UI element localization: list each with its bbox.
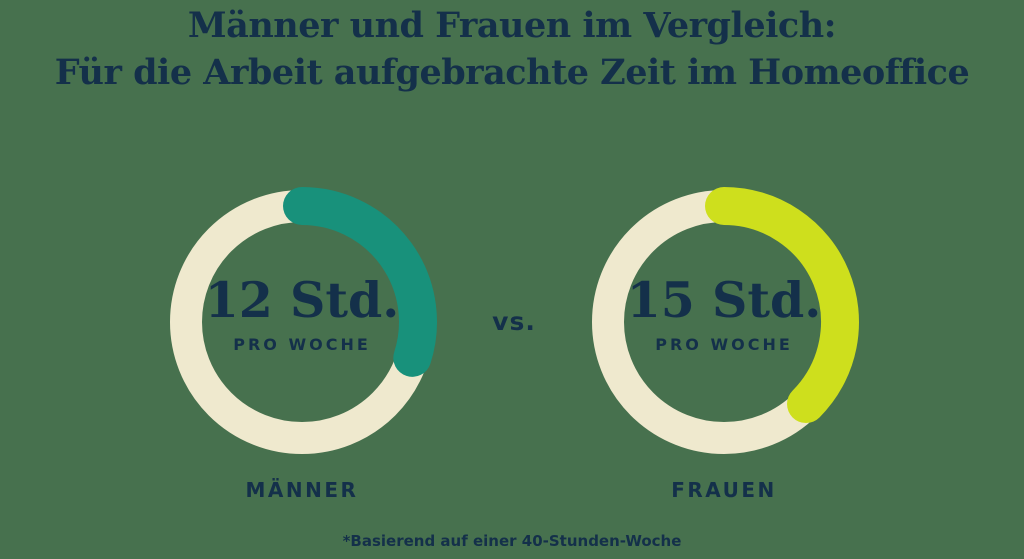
donut-maenner-gauge: 12 Std. PRO WOCHE bbox=[168, 187, 437, 456]
donut-frauen-svg bbox=[592, 187, 859, 454]
donut-maenner: 12 Std. PRO WOCHE MÄNNER bbox=[168, 187, 437, 502]
donut-maenner-svg bbox=[170, 187, 437, 454]
donut-frauen-gauge: 15 Std. PRO WOCHE bbox=[590, 187, 859, 456]
category-label-maenner: MÄNNER bbox=[245, 478, 359, 502]
category-label-frauen: FRAUEN bbox=[671, 478, 777, 502]
chart-title: Männer und Frauen im Vergleich: Für die … bbox=[0, 2, 1024, 96]
chart-title-line-1: Männer und Frauen im Vergleich: bbox=[187, 5, 837, 46]
donut-value-arc bbox=[705, 187, 859, 424]
donut-frauen: 15 Std. PRO WOCHE FRAUEN bbox=[590, 187, 859, 502]
vs-separator: vs. bbox=[492, 307, 536, 336]
footnote: *Basierend auf einer 40-Stunden-Woche bbox=[342, 532, 682, 550]
chart-title-line-2: Für die Arbeit aufgebrachte Zeit im Home… bbox=[54, 52, 970, 93]
donut-value-arc bbox=[283, 187, 437, 377]
